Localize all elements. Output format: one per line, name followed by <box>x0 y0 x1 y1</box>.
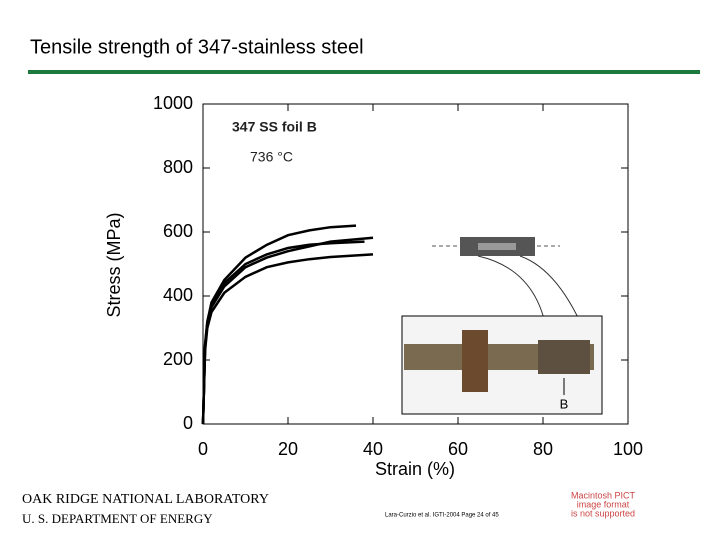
annotation: B <box>560 396 569 411</box>
annotation: 347 SS foil B <box>232 119 317 135</box>
pict-note: image format <box>577 499 630 509</box>
y-tick-label: 0 <box>183 413 193 433</box>
pict-note: Macintosh PICT <box>571 490 636 500</box>
y-tick-label: 600 <box>163 221 193 241</box>
footer-dept: U. S. DEPARTMENT OF ENERGY <box>22 511 213 526</box>
y-tick-label: 1000 <box>153 93 193 113</box>
x-tick-label: 80 <box>533 439 553 459</box>
specimen-gauge <box>478 243 516 250</box>
x-tick-label: 0 <box>198 439 208 459</box>
footer-citation: Lara-Curzio et al. IGTI-2004 Page 24 of … <box>385 513 499 519</box>
y-tick-label: 400 <box>163 285 193 305</box>
x-tick-label: 40 <box>363 439 383 459</box>
footer-lab: OAK RIDGE NATIONAL LABORATORY <box>22 492 269 507</box>
title-rule <box>28 70 700 74</box>
x-tick-label: 60 <box>448 439 468 459</box>
plot-frame <box>202 103 629 425</box>
photo-flange <box>462 330 488 392</box>
x-tick-label: 100 <box>613 439 643 459</box>
y-tick-label: 800 <box>163 157 193 177</box>
y-tick-label: 200 <box>163 349 193 369</box>
photo-grip <box>538 340 590 374</box>
pict-note: is not supported <box>571 508 635 518</box>
x-axis-label: Strain (%) <box>375 459 455 479</box>
annotation: 736 °C <box>250 149 293 165</box>
inset-figure: B <box>401 237 603 415</box>
x-tick-label: 20 <box>278 439 298 459</box>
curve <box>201 253 374 425</box>
slide-title: Tensile strength of 347-stainless steel <box>30 36 364 58</box>
y-axis-label: Stress (MPa) <box>104 212 124 317</box>
